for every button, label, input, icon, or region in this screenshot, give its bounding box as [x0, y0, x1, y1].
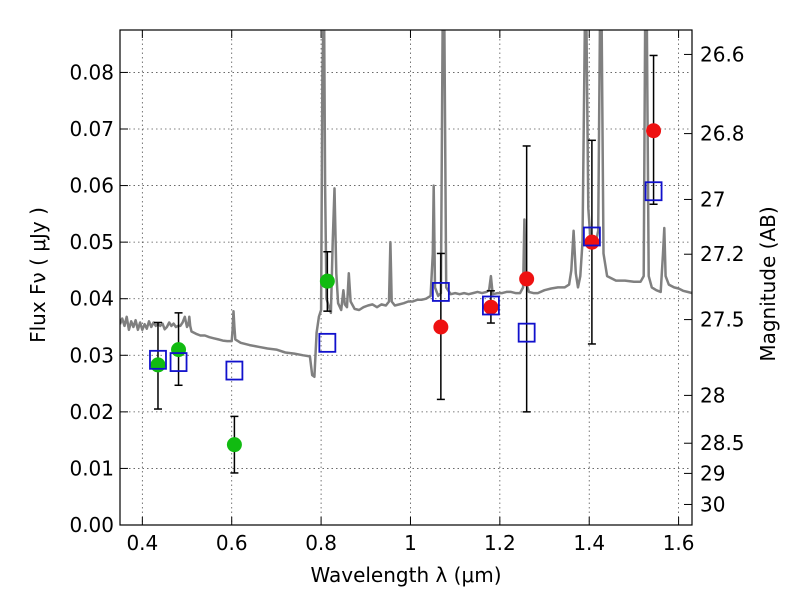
y2-axis-ticks: 26.6 26.8 27 27.2 27.5 28 28.5 29 30 — [684, 42, 745, 516]
model-photometry-point-3 — [318, 332, 337, 353]
y2-axis-label: Magnitude (AB) — [756, 206, 780, 361]
model-photometry-point-8 — [644, 181, 663, 202]
y-axis-ticks: 0.00 0.01 0.02 0.03 0.04 0.05 0.06 0.07 0.08 — [69, 60, 128, 537]
model-spectrum — [120, 30, 692, 379]
spectrum-layer — [120, 30, 692, 379]
y-tick-label-7: 0.07 — [69, 117, 114, 141]
y-tick-label-0: 0.00 — [69, 513, 114, 537]
model-photometry-point-1 — [169, 352, 188, 372]
x-tick-label-0: 0.4 — [126, 531, 158, 555]
y-axis-label: Flux Fν ( μJy ) — [26, 207, 50, 343]
x-tick-label-5: 1.4 — [573, 531, 605, 555]
data-points — [149, 123, 663, 453]
model-photometry-point-5 — [482, 295, 500, 316]
x-axis-label: Wavelength λ (μm) — [310, 563, 501, 587]
x-axis-ticks: 0.4 0.6 0.8 1 1.2 1.4 1.6 — [126, 30, 695, 555]
x-tick-label-3: 1 — [404, 531, 417, 555]
model-photometry-point-2 — [225, 360, 244, 381]
y2-tick-label-4: 27.5 — [700, 308, 745, 332]
y-tick-label-1: 0.01 — [69, 456, 114, 480]
x-tick-label-4: 1.2 — [484, 531, 516, 555]
y2-tick-label-8: 30 — [700, 492, 725, 516]
observed-nir-point-1 — [483, 299, 499, 315]
y2-tick-label-7: 29 — [700, 461, 725, 485]
observed-optical-point-0 — [150, 357, 166, 373]
plot-frame — [119, 29, 693, 526]
y-tick-label-8: 0.08 — [69, 60, 114, 84]
observed-nir-point-0 — [433, 319, 449, 335]
x-tick-label-2: 0.8 — [305, 531, 337, 555]
y-tick-label-6: 0.06 — [69, 174, 114, 198]
model-photometry-point-0 — [149, 349, 167, 370]
y-tick-label-4: 0.04 — [69, 287, 114, 311]
x-tick-label-1: 0.6 — [216, 531, 248, 555]
y2-tick-label-1: 26.8 — [700, 122, 745, 146]
model-photometry-point-7 — [583, 226, 601, 247]
observed-nir-point-4 — [646, 123, 662, 139]
observed-nir-point-3 — [584, 234, 600, 250]
observed-optical-point-2 — [226, 437, 242, 453]
y-tick-label-5: 0.05 — [69, 230, 114, 254]
y2-tick-label-2: 27 — [700, 187, 725, 211]
model-photometry-point-6 — [517, 322, 536, 343]
y-tick-label-3: 0.03 — [69, 343, 114, 367]
observed-optical-point-3 — [319, 273, 335, 289]
y2-tick-label-5: 28 — [700, 383, 725, 407]
observed-optical-point-1 — [171, 342, 187, 358]
x-tick-label-6: 1.6 — [663, 531, 695, 555]
model-photometry-point-4 — [431, 282, 450, 302]
y-tick-label-2: 0.02 — [69, 400, 114, 424]
y2-tick-label-6: 28.5 — [700, 431, 745, 455]
y2-tick-label-3: 27.2 — [700, 242, 745, 266]
y2-tick-label-0: 26.6 — [700, 42, 745, 66]
observed-nir-point-2 — [519, 271, 535, 287]
